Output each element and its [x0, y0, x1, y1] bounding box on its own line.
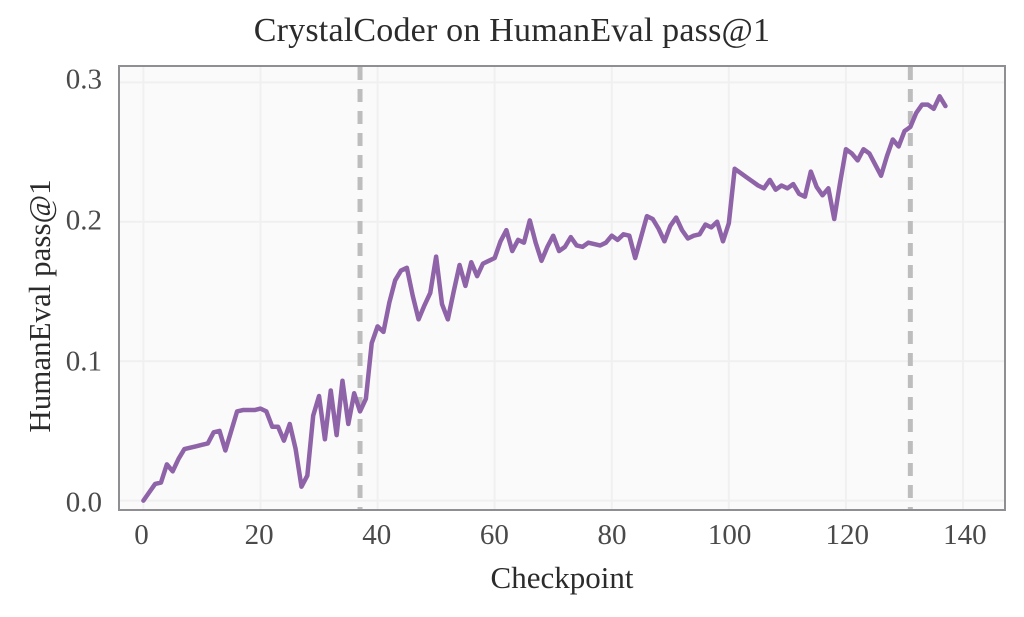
data-line-group: [143, 96, 945, 500]
chart-title: CrystalCoder on HumanEval pass@1: [253, 12, 771, 49]
x-tick-label: 0: [134, 519, 149, 551]
y-tick-label: 0.1: [65, 345, 102, 378]
y-tick-label: 0.0: [65, 486, 102, 519]
x-axis-label: Checkpoint: [490, 560, 634, 595]
y-axis-label: HumanEval pass@1: [22, 179, 57, 433]
grid-lines: [120, 67, 1004, 509]
x-tick-label: 80: [597, 519, 627, 551]
x-tick-label: 40: [362, 519, 392, 551]
chart-plot-svg: [120, 67, 1004, 509]
y-tick-label: 0.3: [65, 63, 102, 96]
x-tick-label: 140: [943, 519, 987, 551]
x-tick-label: 60: [479, 519, 509, 551]
plot-area: [118, 65, 1006, 511]
y-tick-label: 0.2: [65, 204, 102, 237]
x-tick-label: 120: [825, 519, 869, 551]
x-tick-label: 100: [707, 519, 752, 551]
annotation-vlines: [360, 67, 910, 509]
x-tick-label: 20: [244, 519, 274, 551]
data-series-line: [143, 96, 945, 500]
